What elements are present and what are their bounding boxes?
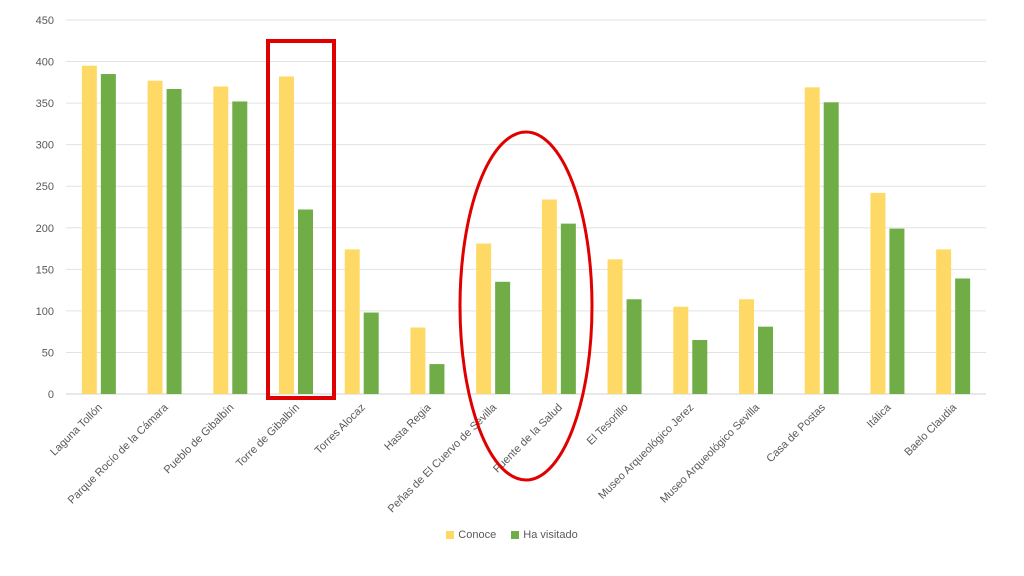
bar-ha-visitado-hasta-regia — [429, 364, 445, 394]
x-tick-label-hasta-regia: Hasta Regia — [382, 401, 434, 453]
legend-item-ha-visitado: Ha visitado — [511, 529, 578, 541]
y-tick-label-50: 50 — [42, 347, 54, 359]
x-tick-label-torre-de-gibalbin: Torre de Gibalbín — [234, 402, 302, 470]
bar-ha-visitado-museo-arqueologico-jerez — [692, 339, 708, 394]
bar-ha-visitado-el-tesorillo — [626, 299, 642, 394]
x-tick-label-casa-de-postas: Casa de Postas — [764, 401, 828, 465]
legend-swatch-ha-visitado — [511, 531, 520, 539]
annotation-rectangle — [266, 39, 336, 400]
legend-label-ha-visitado: Ha visitado — [523, 529, 578, 541]
bar-ha-visitado-museo-arqueologico-sevilla — [758, 326, 773, 394]
bar-ha-visitado-italica — [889, 228, 905, 394]
bar-ha-visitado-baelo-claudia — [955, 278, 971, 394]
bar-ha-visitado-pueblo-de-gibalbin — [232, 101, 248, 395]
y-tick-label-150: 150 — [36, 264, 54, 276]
bar-ha-visitado-torre-de-gibalbin — [298, 209, 313, 394]
y-axis-tick-labels: 0 50 100 150 200 250 300 350 400 450 — [36, 15, 54, 401]
x-tick-label-pueblo-de-gibalbin: Pueblo de Gibalbín — [162, 402, 237, 477]
y-tick-label-100: 100 — [36, 306, 54, 318]
y-tick-label-200: 200 — [36, 223, 54, 235]
bar-conoce-laguna-tollon — [81, 65, 97, 394]
x-tick-label-penas-de-el-cuervo-de-sevilla: Peñas de El Cuervo de Sevilla — [386, 401, 500, 515]
x-tick-label-laguna-tollon: Laguna Tollón — [48, 402, 105, 459]
bar-ha-visitado-fuente-de-la-salud — [560, 223, 576, 394]
bar-conoce-casa-de-postas — [804, 87, 820, 394]
bar-conoce-italica — [870, 192, 886, 394]
bar-conoce-fuente-de-la-salud — [541, 199, 557, 394]
legend: Conoce Ha visitado — [0, 529, 1024, 542]
bar-conoce-baelo-claudia — [936, 249, 952, 394]
gridlines — [66, 19, 986, 395]
x-tick-label-baelo-claudia: Baelo Claudia — [902, 401, 960, 459]
x-tick-label-torres-alocaz: Torres Alocaz — [313, 402, 368, 457]
bar-ha-visitado-casa-de-postas — [823, 102, 839, 394]
y-tick-label-450: 450 — [36, 15, 54, 27]
y-tick-label-250: 250 — [36, 181, 54, 193]
y-tick-label-300: 300 — [36, 140, 54, 152]
bar-ha-visitado-penas-de-el-cuervo-de-sevilla — [495, 281, 511, 394]
bar-conoce-torres-alocaz — [344, 249, 360, 394]
bar-ha-visitado-parque-rocio-de-la-camara — [166, 88, 182, 394]
bar-conoce-hasta-regia — [410, 327, 426, 394]
annotation-ellipse — [458, 130, 594, 482]
legend-item-conoce: Conoce — [446, 529, 496, 541]
y-tick-label-350: 350 — [36, 98, 54, 110]
bar-conoce-parque-rocio-de-la-camara — [147, 80, 163, 394]
bars — [81, 65, 971, 395]
bar-conoce-el-tesorillo — [607, 259, 623, 394]
legend-swatch-conoce — [446, 531, 455, 539]
y-tick-label-0: 0 — [48, 389, 54, 401]
bar-conoce-museo-arqueologico-sevilla — [739, 299, 754, 394]
bar-conoce-penas-de-el-cuervo-de-sevilla — [476, 243, 492, 394]
annotations — [266, 39, 594, 482]
x-tick-label-italica: Itálica — [865, 401, 894, 430]
bar-ha-visitado-laguna-tollon — [100, 74, 116, 395]
bar-conoce-museo-arqueologico-jerez — [673, 306, 689, 394]
bar-conoce-pueblo-de-gibalbin — [213, 86, 229, 394]
bar-ha-visitado-torres-alocaz — [363, 312, 379, 394]
y-tick-label-400: 400 — [36, 57, 54, 69]
legend-label-conoce: Conoce — [458, 529, 497, 541]
bar-conoce-torre-de-gibalbin — [279, 76, 294, 394]
x-tick-label-el-tesorillo: El Tesorillo — [585, 402, 631, 448]
